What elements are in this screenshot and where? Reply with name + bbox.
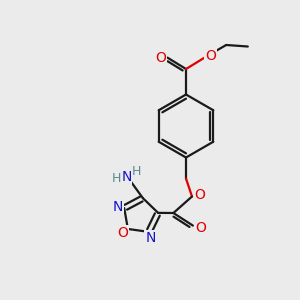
Text: H: H xyxy=(112,172,122,184)
Text: H: H xyxy=(131,165,141,178)
Text: O: O xyxy=(205,49,216,63)
Text: N: N xyxy=(113,200,123,214)
Text: O: O xyxy=(195,221,206,235)
Text: N: N xyxy=(121,170,132,184)
Text: O: O xyxy=(155,51,166,64)
Text: N: N xyxy=(145,231,155,245)
Text: O: O xyxy=(117,226,128,239)
Text: O: O xyxy=(195,188,206,202)
